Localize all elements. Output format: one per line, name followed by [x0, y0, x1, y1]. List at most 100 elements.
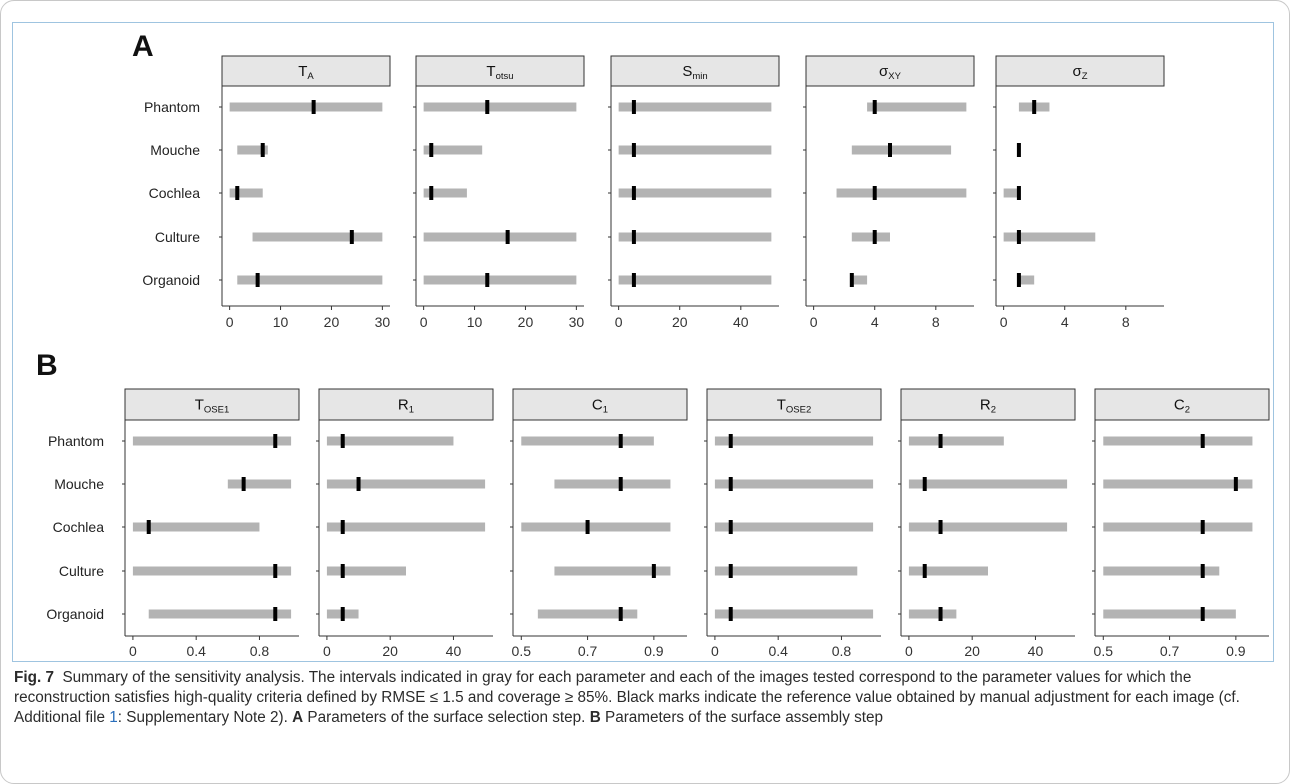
reference-mark: [1200, 520, 1205, 534]
x-tick-label: 20: [518, 314, 534, 330]
x-tick-label: 20: [964, 643, 980, 659]
x-tick-label: 30: [569, 314, 585, 330]
row-label: Organoid: [142, 272, 200, 288]
x-tick-label: 0.7: [578, 643, 598, 659]
reference-mark: [1200, 607, 1205, 621]
interval-bar: [326, 479, 486, 489]
interval-bar: [618, 145, 772, 155]
reference-mark: [618, 607, 623, 621]
x-tick-label: 0: [905, 643, 913, 659]
reference-mark: [255, 273, 260, 287]
interval-bar: [1103, 566, 1220, 576]
row-label: Mouche: [150, 142, 200, 158]
interval-bar: [714, 522, 874, 532]
x-tick-label: 10: [273, 314, 289, 330]
reference-mark: [505, 230, 510, 244]
reference-mark: [1016, 273, 1021, 287]
reference-mark: [872, 230, 877, 244]
interval-bar: [554, 479, 671, 489]
reference-mark: [340, 564, 345, 578]
reference-mark: [938, 520, 943, 534]
x-tick-label: 0: [615, 314, 623, 330]
facet-σz: σZ 0 4 8: [993, 55, 1165, 330]
interval-bar: [836, 188, 967, 198]
reference-mark: [728, 564, 733, 578]
interval-bar: [132, 566, 292, 576]
reference-mark: [429, 186, 434, 200]
interval-bar: [554, 566, 671, 576]
facet-strip: [610, 55, 780, 87]
row-label: Cochlea: [53, 519, 105, 535]
row-label: Phantom: [144, 99, 200, 115]
figure-caption: Fig. 7 Summary of the sensitivity analys…: [14, 668, 1276, 728]
interval-bar: [1103, 522, 1253, 532]
reference-mark: [631, 100, 636, 114]
interval-bar: [1103, 436, 1253, 446]
x-tick-label: 0: [226, 314, 234, 330]
interval-bar: [908, 436, 1004, 446]
facet-strip: [805, 55, 975, 87]
facet-title: TOSE2: [777, 397, 812, 416]
facet-strip: [318, 388, 494, 421]
reference-mark: [1200, 434, 1205, 448]
interval-bar: [227, 479, 292, 489]
caption-text-2: : Supplementary Note 2).: [117, 709, 293, 726]
interval-bar: [229, 102, 383, 112]
x-tick-label: 0.4: [186, 643, 206, 659]
reference-mark: [1016, 143, 1021, 157]
facet-strip: [221, 55, 391, 87]
interval-bar: [714, 436, 874, 446]
facet-title: σXY: [879, 63, 902, 82]
reference-mark: [631, 273, 636, 287]
reference-mark: [872, 100, 877, 114]
caption-label: Fig. 7: [14, 669, 54, 686]
facet-strip: [124, 388, 300, 421]
reference-mark: [651, 564, 656, 578]
reference-mark: [631, 230, 636, 244]
caption-link-additional-file[interactable]: 1: [109, 709, 118, 726]
interval-bar: [252, 232, 383, 242]
facet-title: Totsu: [486, 63, 513, 82]
facet-title: TA: [298, 63, 314, 82]
x-tick-label: 0: [1000, 314, 1008, 330]
row-label: Organoid: [46, 606, 104, 622]
x-tick-label: 10: [467, 314, 483, 330]
interval-bar: [908, 566, 988, 576]
interval-bar: [423, 102, 577, 112]
interval-bar: [237, 275, 383, 285]
reference-mark: [273, 434, 278, 448]
panel-b: B Phantom Mouche Cochlea Culture Organoid TOSE…: [36, 349, 1270, 659]
reference-mark: [728, 520, 733, 534]
row-label: Phantom: [48, 433, 104, 449]
interval-bar: [1003, 188, 1019, 198]
interval-bar: [326, 566, 406, 576]
reference-mark: [631, 143, 636, 157]
x-tick-label: 8: [1122, 314, 1130, 330]
caption-text-1: Summary of the sensitivity analysis. The…: [14, 669, 1240, 726]
interval-bar: [618, 188, 772, 198]
interval-bar: [908, 479, 1068, 489]
facet-σxy: σXY 0 4 8: [803, 55, 975, 330]
x-tick-label: 0: [420, 314, 428, 330]
reference-mark: [849, 273, 854, 287]
reference-mark: [618, 434, 623, 448]
facet-title: R1: [398, 397, 414, 416]
caption-b-label: B: [589, 709, 601, 726]
facet-strip: [900, 388, 1076, 421]
interval-bar: [237, 145, 268, 155]
reference-mark: [340, 607, 345, 621]
reference-mark: [429, 143, 434, 157]
x-tick-label: 0: [129, 643, 137, 659]
interval-bar: [867, 102, 967, 112]
row-label: Cochlea: [149, 185, 201, 201]
reference-mark: [728, 607, 733, 621]
x-tick-label: 8: [932, 314, 940, 330]
interval-bar: [423, 188, 467, 198]
x-tick-label: 0.8: [250, 643, 270, 659]
facet-strip: [1094, 388, 1270, 421]
x-tick-label: 20: [324, 314, 340, 330]
x-tick-label: 4: [871, 314, 879, 330]
x-tick-label: 40: [1028, 643, 1044, 659]
reference-mark: [311, 100, 316, 114]
panel-letter-b: B: [36, 349, 58, 382]
